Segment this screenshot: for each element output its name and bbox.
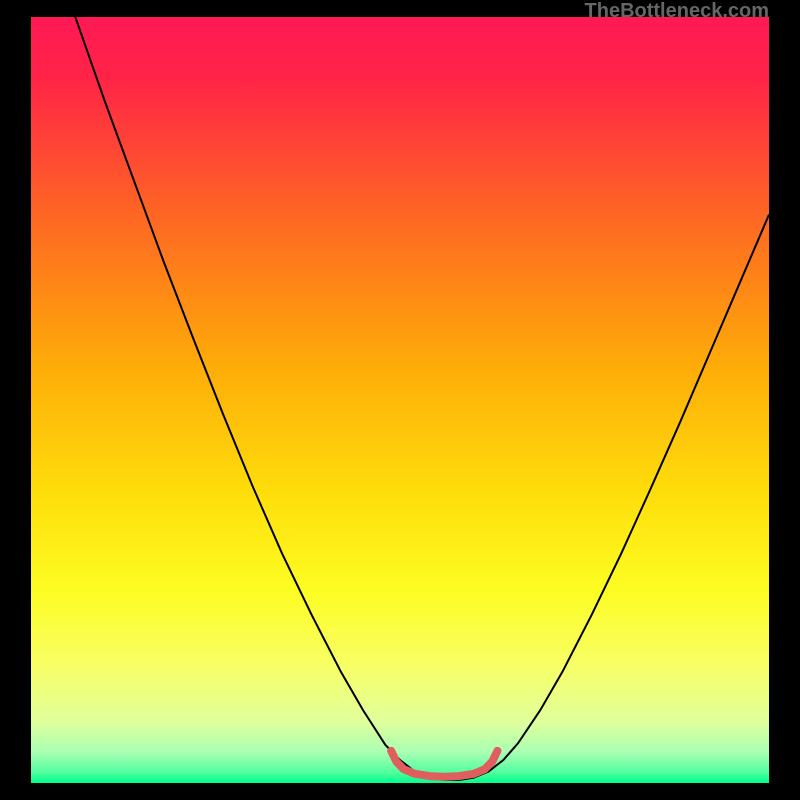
bottom-marker-curve — [391, 751, 497, 777]
chart-curves-svg — [31, 17, 769, 783]
chart-plot-area — [31, 17, 769, 783]
main-curve — [75, 17, 769, 780]
